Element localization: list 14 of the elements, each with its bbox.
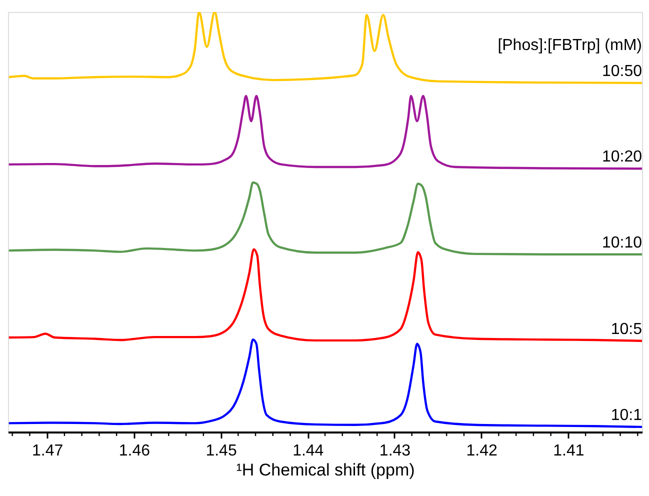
x-tick-label: 1.47 (32, 442, 64, 460)
x-tick-label: 1.43 (379, 442, 411, 460)
series-label: 10:1 (610, 406, 642, 424)
x-tick-label: 1.45 (206, 442, 237, 460)
x-tick-label: 1.42 (466, 442, 498, 460)
series-label: 10:10 (602, 234, 642, 252)
series-label: 10:50 (602, 62, 642, 80)
x-axis-title: ¹H Chemical shift (ppm) (236, 460, 415, 480)
legend-title: [Phos]:[FBTrp] (mM) (498, 36, 642, 54)
series-label: 10:5 (610, 320, 642, 338)
x-tick-label: 1.41 (553, 442, 584, 460)
x-tick-label: 1.46 (118, 442, 150, 460)
x-tick-label: 1.44 (292, 442, 324, 460)
series-label: 10:20 (602, 148, 642, 166)
